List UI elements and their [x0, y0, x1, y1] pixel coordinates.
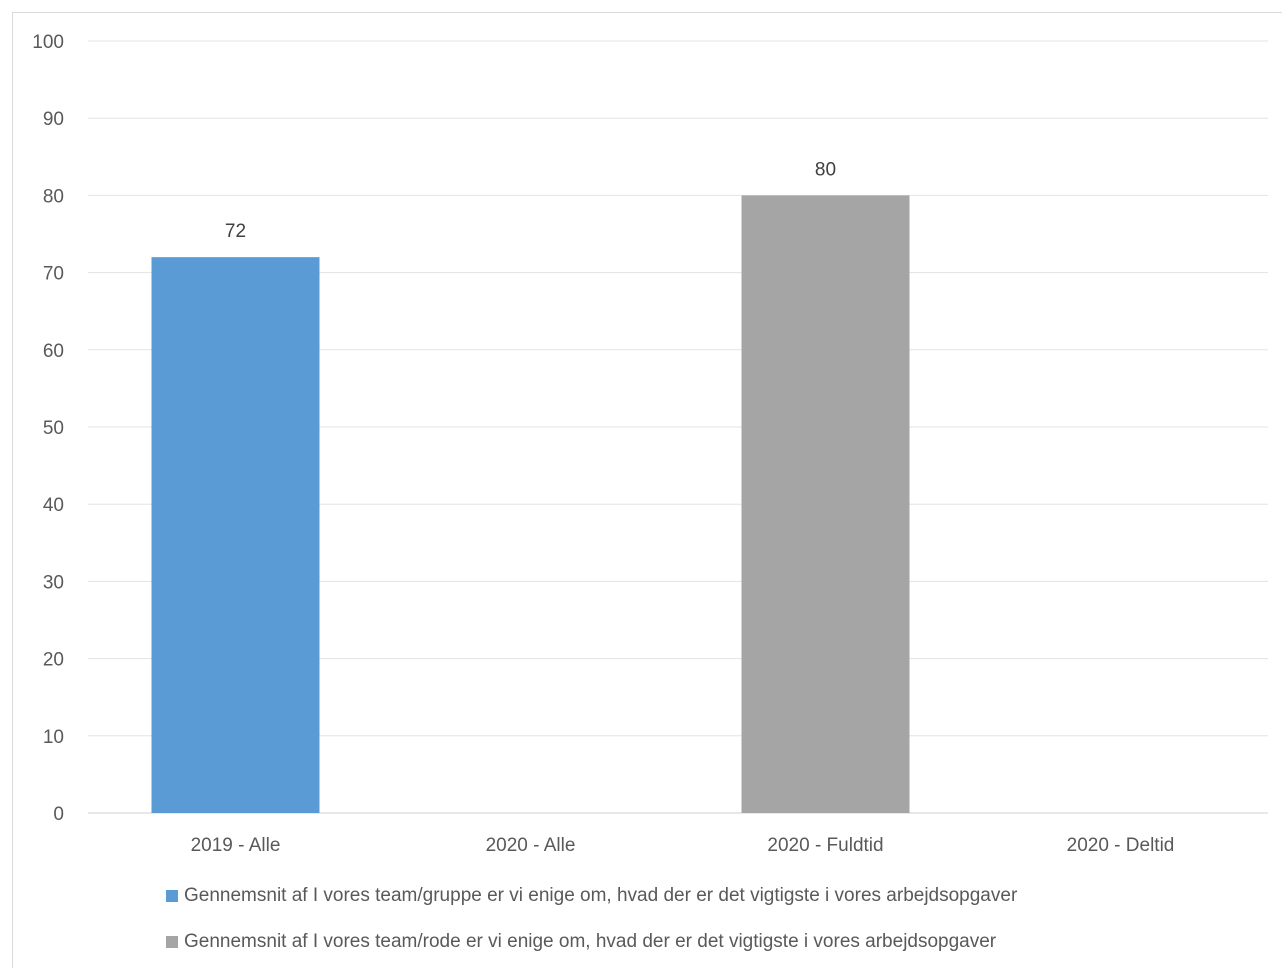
legend-entry-2: Gennemsnit af I vores team/rode er vi en…	[166, 931, 996, 953]
legend-swatch-1	[166, 890, 178, 902]
gridlines	[88, 40, 1268, 814]
y-tick-label-70: 70	[43, 264, 64, 285]
data-labels: 72 80	[225, 159, 836, 242]
bar-1-1	[151, 257, 320, 813]
y-tick-label-100: 100	[32, 32, 64, 53]
legend-label-2: Gennemsnit af I vores team/rode er vi en…	[184, 931, 997, 952]
y-tick-label-20: 20	[43, 650, 64, 671]
y-tick-label-80: 80	[43, 186, 64, 207]
x-category-label-2: 2020 - Alle	[486, 835, 576, 856]
y-tick-label-30: 30	[43, 572, 64, 593]
legend-entry-1: Gennemsnit af I vores team/gruppe er vi …	[166, 885, 1017, 907]
y-axis-ticks: 0 10 20 30 40 50 60 70 80 90 100	[32, 32, 64, 825]
y-tick-label-90: 90	[43, 109, 64, 130]
y-tick-label-50: 50	[43, 418, 64, 439]
x-category-label-3: 2020 - Fuldtid	[767, 835, 883, 856]
legend-swatch-2	[166, 936, 178, 948]
data-label-1-1: 72	[225, 221, 246, 242]
y-tick-label-10: 10	[43, 727, 64, 748]
bars	[151, 195, 910, 813]
x-category-label-4: 2020 - Deltid	[1067, 835, 1175, 856]
data-label-2-3: 80	[815, 159, 836, 180]
legend-label-1: Gennemsnit af I vores team/gruppe er vi …	[184, 885, 1018, 906]
bar-2-3	[741, 195, 910, 813]
y-tick-label-40: 40	[43, 495, 64, 516]
x-axis-categories: 2019 - Alle 2020 - Alle 2020 - Fuldtid 2020…	[191, 835, 1175, 856]
y-tick-label-0: 0	[53, 804, 64, 825]
y-tick-label-60: 60	[43, 341, 64, 362]
chart-frame	[12, 12, 1282, 968]
x-category-label-1: 2019 - Alle	[191, 835, 281, 856]
